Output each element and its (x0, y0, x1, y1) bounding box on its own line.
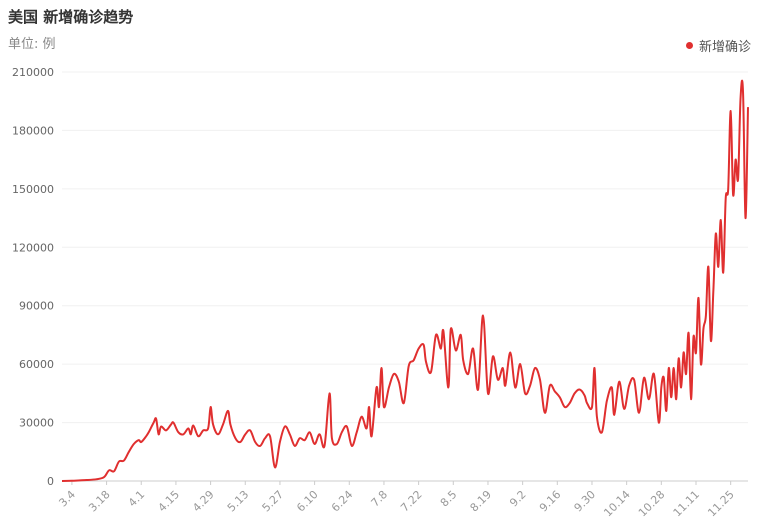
x-tick-label: 7.8 (369, 488, 391, 510)
x-tick-label: 8.19 (468, 488, 495, 515)
grid-lines (62, 71, 748, 482)
x-tick-label: 4.1 (126, 488, 148, 510)
x-tick-label: 8.5 (438, 488, 460, 510)
x-tick-label: 11.11 (671, 488, 702, 518)
y-tick-label: 180000 (12, 124, 54, 137)
legend-dot-icon (685, 42, 693, 49)
x-tick-label: 3.4 (56, 488, 78, 510)
series-group (61, 79, 749, 482)
y-axis: 0 30000 60000 90000 120000 150000 180000 210000 (12, 66, 54, 488)
x-axis: 3.4 3.18 4.1 4.15 4.29 5.13 5.27 6.10 6.24 7.8 7.2… (56, 481, 737, 518)
x-tick-label: 6.10 (294, 488, 321, 515)
y-tick-label: 30000 (19, 417, 54, 430)
x-tick-label: 9.30 (572, 488, 599, 515)
legend-label: 新增确诊 (698, 40, 751, 55)
x-tick-label: 4.29 (190, 488, 217, 515)
series-line (61, 79, 749, 482)
legend[interactable]: 新增确诊 (685, 36, 751, 55)
x-tick-label: 10.14 (601, 488, 632, 518)
page-title: 美国 新增确诊趋势 (8, 8, 134, 26)
x-tick-label: 5.27 (260, 488, 287, 515)
y-tick-label: 60000 (19, 358, 54, 371)
x-tick-label: 6.24 (329, 488, 356, 515)
x-tick-label: 11.25 (705, 488, 736, 518)
x-tick-label: 7.22 (398, 488, 425, 515)
unit-label: 单位: 例 (8, 37, 56, 52)
y-tick-label: 90000 (19, 300, 54, 313)
x-tick-label: 9.2 (507, 488, 529, 510)
x-tick-label: 5.13 (225, 488, 252, 515)
x-tick-label: 4.15 (156, 488, 183, 515)
y-tick-label: 0 (47, 475, 54, 488)
y-tick-label: 120000 (12, 241, 54, 254)
x-tick-label: 10.28 (636, 488, 667, 518)
y-tick-label: 150000 (12, 183, 54, 196)
x-tick-label: 3.18 (86, 488, 113, 515)
y-tick-label: 210000 (12, 66, 54, 79)
x-tick-label: 9.16 (537, 488, 564, 515)
